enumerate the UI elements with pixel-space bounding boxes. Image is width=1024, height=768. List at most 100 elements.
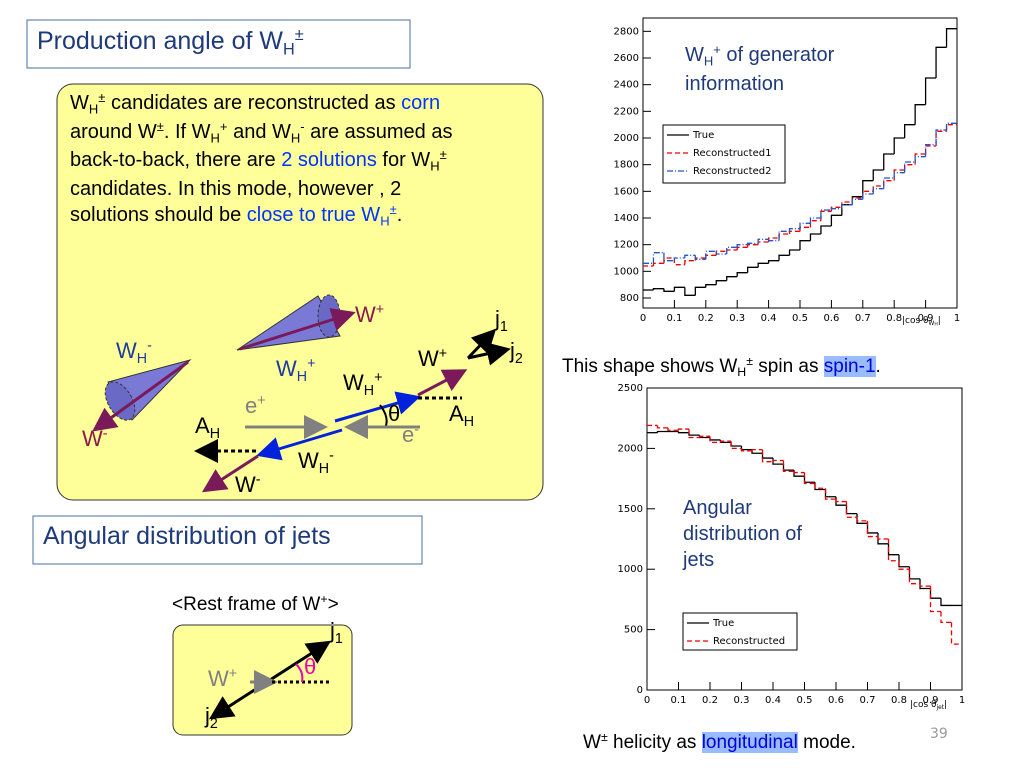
- text-run: H: [430, 158, 440, 174]
- histogram-bin: [788, 249, 800, 256]
- histogram-bin: [950, 622, 962, 645]
- x-tick-label: 0.9: [923, 695, 939, 706]
- x-tick-label: 0.1: [671, 695, 687, 706]
- histogram-bin: [893, 137, 905, 154]
- histogram-bin: [898, 560, 910, 570]
- diagram-label: WH-: [298, 448, 334, 477]
- histogram-bin: [761, 449, 773, 463]
- text-run: of generator information: [685, 44, 835, 95]
- x-tick-label: 0.9: [918, 313, 934, 324]
- text-run: candidates. In this mode, however , 2 so…: [70, 177, 402, 226]
- histogram-bin: [862, 180, 874, 197]
- arrow: [466, 328, 497, 360]
- histogram-bin: [872, 169, 884, 181]
- text-run: +: [374, 370, 383, 387]
- x-tick-label: 0.3: [734, 695, 750, 706]
- chart-annotation: WH+ of generator information: [685, 42, 895, 97]
- histogram-bin: [663, 252, 675, 262]
- histogram-bin: [914, 104, 926, 125]
- text-run: mode.: [797, 731, 856, 753]
- text-run: .: [875, 355, 881, 377]
- text-run: longitudinal: [701, 731, 798, 753]
- histogram-bin: [935, 46, 947, 78]
- text-run: ±: [98, 90, 106, 105]
- histogram-bin: [652, 288, 664, 290]
- histogram-bin: [726, 246, 738, 254]
- histogram-bin: [694, 255, 706, 260]
- histogram-bin: [830, 208, 842, 210]
- text-run: +: [257, 393, 266, 410]
- text-run: W: [355, 302, 376, 327]
- y-tick-label: 2200: [614, 106, 639, 117]
- y-tick-label: 1200: [614, 240, 639, 251]
- text-run: H: [209, 426, 221, 442]
- histogram-bin: [935, 129, 947, 145]
- histogram-bin: [740, 448, 752, 452]
- chart-annotation: Angular distribution of jets: [683, 495, 823, 573]
- histogram-bin: [898, 554, 910, 568]
- diagram-label: e-: [402, 422, 419, 447]
- histogram-bin: [715, 280, 727, 285]
- histogram-bin: [820, 225, 832, 234]
- text-run: +: [320, 592, 328, 606]
- x-tick-label: 0: [644, 695, 650, 706]
- slide-title: Production angle of WH±: [37, 26, 304, 59]
- text-run: A: [195, 413, 210, 438]
- text-run: A: [449, 401, 464, 426]
- text-run: 2: [209, 716, 218, 732]
- text-run: ±: [746, 354, 753, 368]
- arrow: [269, 640, 332, 682]
- histogram-bin: [883, 177, 895, 189]
- histogram-bin: [772, 459, 784, 462]
- y-tick-label: 2400: [614, 80, 639, 91]
- text-run: j: [330, 618, 335, 643]
- histogram-bin: [893, 172, 905, 178]
- text-run: ±: [294, 26, 304, 44]
- histogram-bin: [929, 586, 941, 613]
- y-tick-label: 1600: [614, 186, 639, 197]
- text-run: |: [937, 316, 941, 326]
- histogram-bin: [736, 272, 748, 277]
- histogram-bin: [904, 161, 916, 173]
- histogram-bin: [820, 209, 832, 218]
- text-run: helicity as: [607, 731, 702, 753]
- histogram-bin: [767, 239, 780, 242]
- text-run: H: [290, 130, 301, 146]
- diagram-label: j2: [510, 338, 523, 367]
- x-tick-label: 0.4: [761, 313, 777, 324]
- diagram-label: W+: [418, 346, 447, 371]
- histogram-bin: [705, 250, 717, 260]
- x-axis-label: |cos θjet|: [910, 700, 947, 712]
- x-tick-label: 0.7: [860, 695, 876, 706]
- text-run: +: [228, 666, 238, 683]
- text-run: H: [296, 369, 308, 385]
- text-run: spin-1: [823, 355, 876, 377]
- histogram-bin: [677, 428, 689, 431]
- x-tick-label: 0.1: [666, 313, 682, 324]
- text-run: -: [147, 338, 152, 355]
- histogram-bin: [677, 431, 689, 434]
- text-run: >: [327, 593, 339, 615]
- histogram-bin: [924, 144, 937, 157]
- histogram-bin: [841, 204, 853, 209]
- text-run: H: [737, 365, 747, 380]
- histogram-bin: [730, 441, 742, 450]
- text-run: W: [418, 346, 439, 371]
- text-run: W: [276, 356, 297, 381]
- histogram-bin: [851, 198, 863, 205]
- text-run: W: [82, 426, 103, 451]
- rest-frame-title: <Rest frame of W+>: [172, 592, 339, 616]
- title-box: [26, 19, 411, 69]
- cone-base: [317, 294, 341, 338]
- y-tick-label: 1000: [618, 564, 643, 575]
- diagram-label: AH: [195, 413, 220, 442]
- text-run: W: [208, 666, 229, 691]
- histogram-bin: [872, 188, 884, 194]
- legend-box: [682, 612, 798, 651]
- histogram-bin: [736, 244, 748, 248]
- x-tick-label: 0.8: [886, 313, 902, 324]
- histogram-bin: [887, 539, 899, 562]
- text-run: |cos θ: [902, 316, 929, 326]
- text-run: j: [495, 306, 500, 331]
